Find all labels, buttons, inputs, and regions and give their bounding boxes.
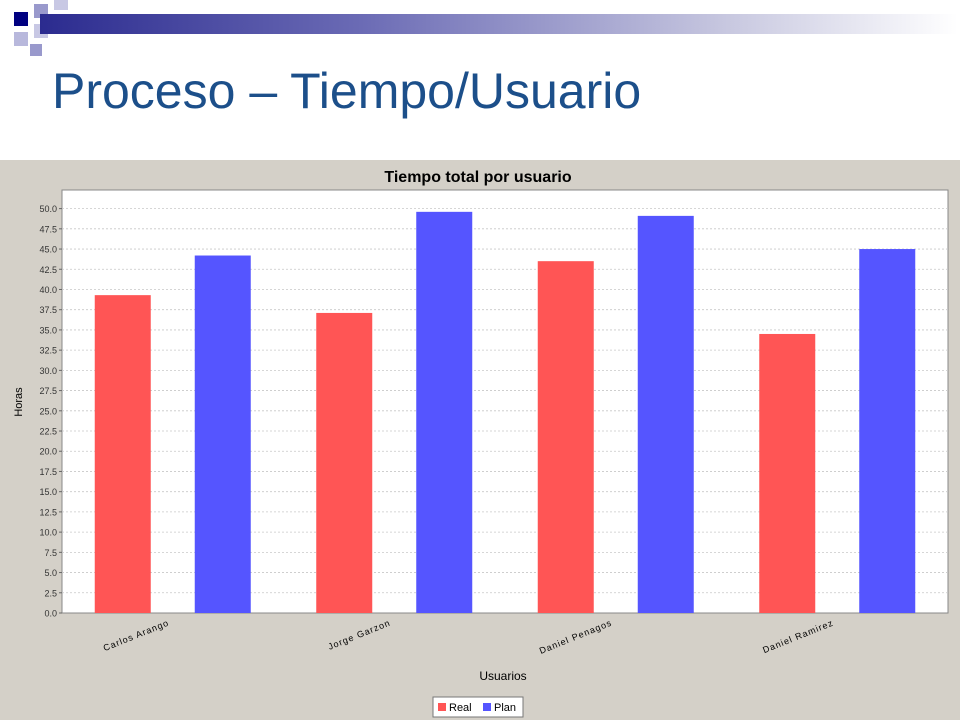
deco-square-lavender-3 [14,32,28,46]
y-tick-label: 50.0 [39,204,57,214]
bar-plan-1 [416,211,473,614]
y-tick-label: 12.5 [39,507,57,517]
y-tick-label: 2.5 [44,588,57,598]
legend-label-plan: Plan [494,702,516,714]
bar-real-0 [94,295,151,613]
y-tick-label: 0.0 [44,609,57,619]
bar-plan-0 [194,255,251,613]
y-tick-label: 20.0 [39,447,57,457]
legend-box [432,696,524,718]
y-tick-label: 32.5 [39,346,57,356]
deco-square-lavender-2 [54,0,68,10]
legend: Real Plan [432,696,524,718]
y-tick-label: 22.5 [39,427,57,437]
y-tick-label: 17.5 [39,467,57,477]
y-tick-label: 37.5 [39,305,57,315]
bar-real-2 [537,261,594,613]
x-tick-label: Carlos Arango [102,618,171,654]
y-tick-label: 47.5 [39,224,57,234]
y-axis-ticks: 0.0 2.5 5.0 7.5 10.0 12.5 15.0 17.5 20.0 22.5 25.0… [39,204,62,619]
y-tick-label: 40.0 [39,285,57,295]
x-axis-ticks: Carlos Arango Jorge Garzon Daniel Penagos D… [102,618,835,656]
bar-real-1 [316,312,373,613]
bar-real-3 [759,333,816,613]
y-tick-label: 35.0 [39,325,57,335]
y-tick-label: 45.0 [39,245,57,255]
bar-plan-2 [637,215,694,613]
y-tick-label: 42.5 [39,265,57,275]
y-axis-label: Horas [13,387,25,417]
bar-layer [94,211,916,614]
y-tick-label: 25.0 [39,406,57,416]
y-tick-label: 10.0 [39,528,57,538]
deco-square-navy [14,12,28,26]
slide-title: Proceso – Tiempo/Usuario [52,63,642,119]
x-tick-label: Daniel Ramirez [761,618,835,656]
bar-plan-3 [859,249,916,614]
y-tick-label: 30.0 [39,366,57,376]
y-tick-label: 5.0 [44,568,57,578]
header-gradient-bar [40,14,958,34]
x-tick-label: Jorge Garzon [327,618,392,652]
bar-chart: Tiempo total por usuario 0.0 2.5 5.0 7.5 10.… [13,169,949,718]
chart-panel: Tiempo total por usuario 0.0 2.5 5.0 7.5 10.… [0,160,960,720]
chart-title: Tiempo total por usuario [384,169,572,186]
y-tick-label: 15.0 [39,487,57,497]
legend-label-real: Real [449,702,472,714]
y-tick-label: 7.5 [44,548,57,558]
legend-swatch-real [438,703,446,711]
x-tick-label: Daniel Penagos [538,618,614,656]
y-tick-label: 27.5 [39,386,57,396]
legend-swatch-plan [483,703,491,711]
x-axis-label: Usuarios [479,669,526,683]
deco-square-lavender-6 [30,44,42,56]
